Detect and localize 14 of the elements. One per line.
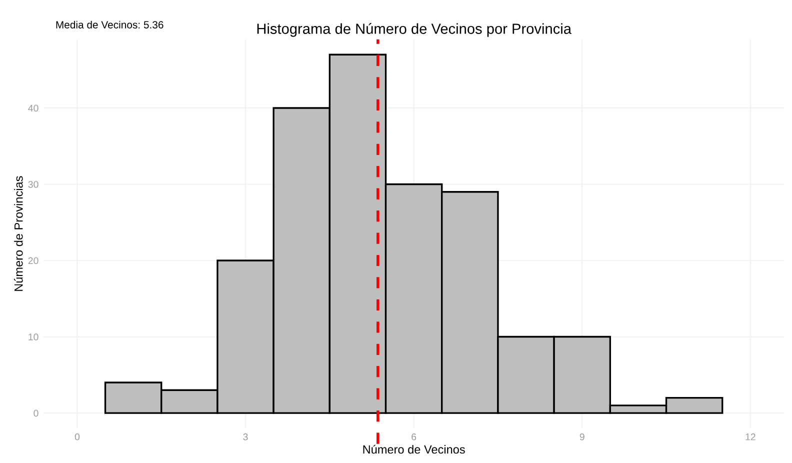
y-axis-title: Número de Provincias xyxy=(14,176,23,291)
x-tick-label: 3 xyxy=(243,433,248,440)
x-tick-label: 12 xyxy=(746,433,756,440)
x-tick-label: 6 xyxy=(412,433,416,440)
y-tick-label: 0 xyxy=(34,410,38,417)
y-tick-label: 30 xyxy=(28,180,38,188)
x-tick-label: 0 xyxy=(74,433,80,440)
x-axis-title: Número de Vecinos xyxy=(363,444,465,454)
text: Media de Vecinos: 5.36 xyxy=(56,20,164,28)
y-tick-label: 10 xyxy=(28,334,38,340)
x-tick-label: 9 xyxy=(580,433,584,440)
y-tick-label: 20 xyxy=(28,257,38,264)
chart-title: Histograma de Número de Vecinos por Provincia xyxy=(257,23,572,37)
y-tick-label: 40 xyxy=(28,104,38,112)
